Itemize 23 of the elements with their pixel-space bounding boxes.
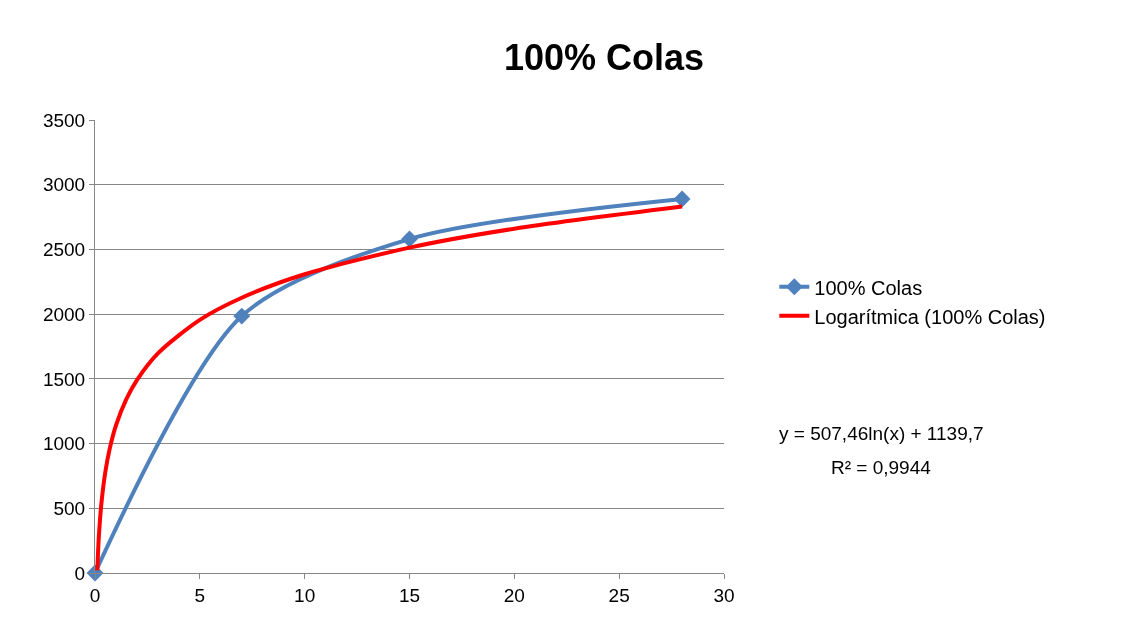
legend-label: Logarítmica (100% Colas)	[814, 305, 1046, 328]
x-tick-label: 25	[608, 584, 630, 606]
y-tick-label: 2000	[42, 303, 86, 325]
y-tick-label: 3000	[42, 174, 86, 196]
x-tick-label: 10	[294, 584, 316, 606]
chart-title: 100% Colas	[503, 36, 705, 78]
x-tick-label: 5	[194, 584, 206, 606]
x-tick-label: 20	[503, 584, 525, 606]
x-tick-label: 0	[89, 584, 101, 606]
legend-label: 100% Colas	[814, 276, 923, 299]
point	[401, 230, 418, 248]
y-tick-label: 3500	[42, 109, 86, 131]
point	[233, 307, 251, 325]
text: y = 507,46ln(x) + 1139,7	[779, 423, 984, 444]
y-tick-label: 1500	[42, 368, 86, 390]
y-tick-label: 2500	[42, 239, 86, 261]
point	[673, 190, 691, 208]
y-tick-label: 0	[74, 562, 86, 584]
x-tick-label: 30	[713, 584, 735, 606]
y-tick-label: 500	[53, 497, 86, 519]
text: R² = 0,9944	[831, 457, 932, 478]
y-tick-label: 1000	[42, 433, 86, 455]
x-tick-label: 15	[398, 584, 421, 606]
